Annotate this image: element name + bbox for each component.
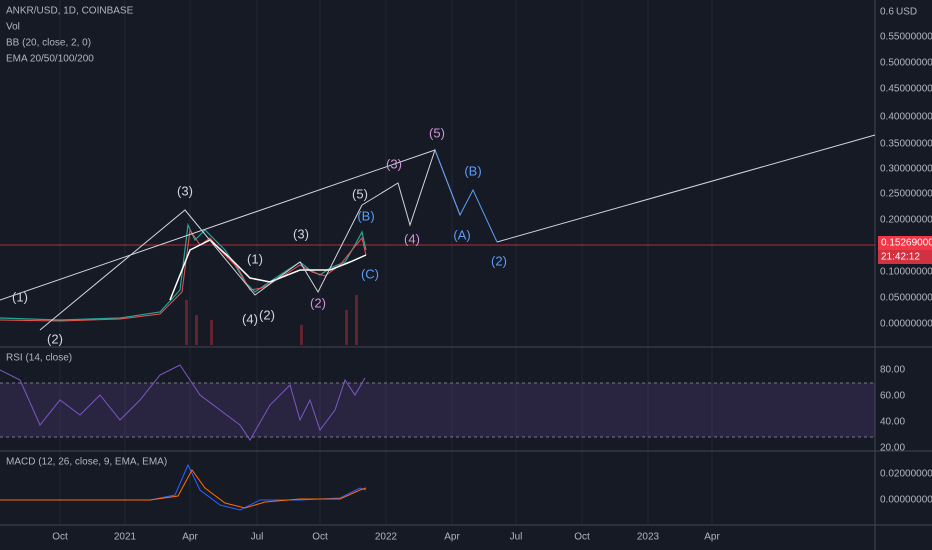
price-tick: 0.30000000 — [880, 164, 932, 175]
countdown: 21:42:12 — [881, 252, 920, 263]
wave-label: (3) — [177, 183, 193, 198]
indicator: EMA 20/50/100/200 — [6, 54, 94, 65]
price-tick: 0.10000000 — [880, 267, 932, 278]
price-tick: 0.40000000 — [880, 112, 932, 123]
wave-label: (2) — [47, 331, 63, 346]
rsi-tick: 60.00 — [880, 391, 905, 402]
last-price: 0.15269000 — [881, 238, 932, 249]
time-label: 2021 — [114, 532, 137, 543]
time-label: Apr — [704, 532, 720, 543]
price-tick: 0.00000000 — [880, 319, 932, 330]
wave-label: (5) — [429, 125, 445, 140]
corrective-lines — [434, 149, 498, 243]
wave-label: (4) — [242, 311, 258, 326]
wave-label: (2) — [259, 307, 275, 322]
macd-title: MACD (12, 26, close, 9, EMA, EMA) — [6, 457, 167, 468]
price-tick: 0.50000000 — [880, 58, 932, 69]
wave-label: (3) — [386, 156, 402, 171]
wave-label: (2) — [310, 295, 326, 310]
rsi-tick: 80.00 — [880, 365, 905, 376]
rsi-line — [0, 364, 366, 441]
ema — [169, 239, 367, 301]
time-label: Oct — [574, 532, 590, 543]
last-price-badge — [878, 236, 932, 250]
wave-label: (3) — [293, 226, 309, 241]
time-label: Apr — [182, 532, 198, 543]
wave-label: (4) — [404, 231, 420, 246]
price — [0, 222, 367, 321]
price-tick: 0.45000000 — [880, 84, 932, 95]
price-tick: 0.35000000 — [880, 139, 932, 150]
rsi-title: RSI (14, close) — [6, 353, 72, 364]
time-label: Jul — [510, 532, 523, 543]
countdown-badge — [878, 250, 932, 264]
time-label: Oct — [312, 532, 328, 543]
rsi-band — [0, 383, 875, 437]
wave-label: (1) — [12, 289, 28, 304]
wave-label: (1) — [247, 251, 263, 266]
price-tick: 0.55000000 — [880, 32, 932, 43]
symbol: ANKR/USD, 1D, COINBASE — [6, 6, 134, 17]
currency: USD — [896, 7, 917, 18]
wave-label: (B) — [357, 208, 374, 223]
rsi-tick: 20.00 — [880, 443, 905, 454]
indicator: Vol — [6, 22, 20, 33]
price-tick: 0.25000000 — [880, 189, 932, 200]
price-tick: 0.6 — [880, 7, 894, 18]
wave-label: (B) — [464, 163, 481, 178]
time-label: 2022 — [375, 532, 398, 543]
macd-line — [0, 463, 367, 511]
wave-label: (5) — [352, 186, 368, 201]
rsi-tick: 40.00 — [880, 417, 905, 428]
price-tick: 0.05000000 — [880, 293, 932, 304]
macd-tick: 0.02000000 — [880, 469, 932, 480]
time-label: Oct — [52, 532, 68, 543]
indicator: BB (20, close, 2, 0) — [6, 38, 91, 49]
volume — [185, 295, 358, 345]
wave-label: (C) — [361, 266, 379, 281]
wave-label: (2) — [491, 253, 507, 268]
wave-label: (A) — [453, 227, 470, 242]
time-label: 2023 — [637, 532, 660, 543]
time-label: Apr — [444, 532, 460, 543]
wave-lines — [0, 134, 876, 331]
macd-tick: 0.00000000 — [880, 495, 932, 506]
price-tick: 0.20000000 — [880, 215, 932, 226]
time-label: Jul — [251, 532, 264, 543]
signal-line — [0, 469, 367, 509]
